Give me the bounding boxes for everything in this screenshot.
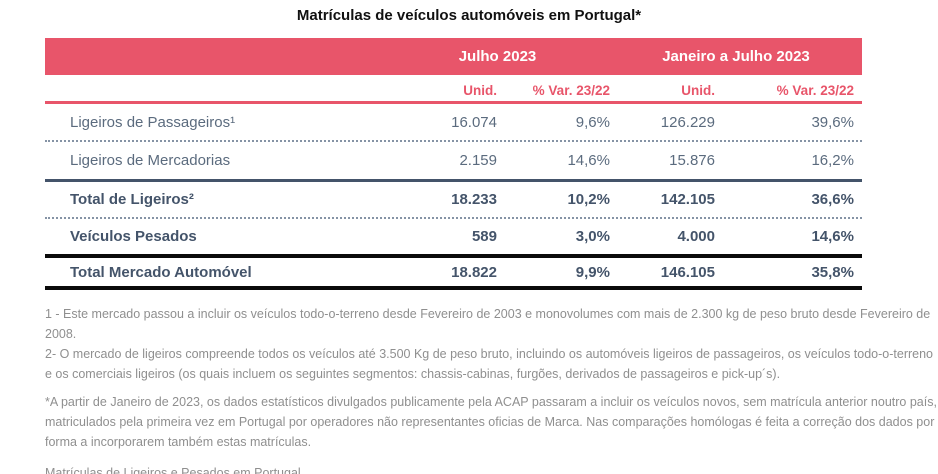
row-value: 16,2% [811, 152, 854, 169]
subheader-unid-julho: Unid. [463, 82, 497, 98]
row-label: Total de Ligeiros² [70, 191, 194, 208]
row-value: 9,9% [575, 263, 610, 281]
registrations-table: Julho 2023 Janeiro a Julho 2023 Unid. % … [45, 38, 862, 290]
row-value: 589 [471, 228, 497, 245]
header-band-spacer [45, 38, 385, 75]
row-value: 9,6% [575, 113, 610, 131]
footnote-1: 1 - Este mercado passou a incluir os veí… [45, 307, 931, 341]
row-value: 18.233 [451, 191, 497, 208]
subheader-var-julho: % Var. 23/22 [532, 82, 610, 98]
row-value: 39,6% [811, 113, 854, 131]
row-value: 126.229 [660, 113, 715, 131]
table-subheader-row: Unid. % Var. 23/22 Unid. % Var. 23/22 [45, 75, 862, 104]
row-value: 16.074 [451, 113, 497, 131]
row-value: 3,0% [575, 228, 610, 245]
subheader-var-jan-julho: % Var. 23/22 [776, 82, 854, 98]
column-group-julho-2023: Julho 2023 [458, 48, 537, 65]
footnotes-block: 1 - Este mercado passou a incluir os veí… [45, 304, 938, 474]
footnote-subject: Matrículas de Ligeiros e Pesados em Port… [45, 466, 301, 474]
table-row: Total de Ligeiros² 18.233 10,2% 142.105 36,6… [45, 182, 862, 219]
subheader-unid-jan-julho: Unid. [681, 82, 715, 98]
row-label: Total Mercado Automóvel [70, 263, 252, 281]
table-row: Ligeiros de Mercadorias 2.159 14,6% 15.876 1… [45, 142, 862, 182]
row-label: Ligeiros de Mercadorias [70, 152, 231, 169]
row-value: 2.159 [459, 152, 497, 169]
row-value: 142.105 [660, 191, 715, 208]
row-label: Veículos Pesados [70, 228, 197, 245]
row-value: 14,6% [567, 152, 610, 169]
row-value: 36,6% [811, 191, 854, 208]
row-value: 146.105 [660, 263, 715, 281]
column-group-janeiro-a-julho-2023: Janeiro a Julho 2023 [662, 48, 810, 65]
row-label: Ligeiros de Passageiros¹ [70, 113, 236, 131]
table-body: Ligeiros de Passageiros¹ 16.074 9,6% 126.22… [45, 104, 862, 290]
table-row: Veículos Pesados 589 3,0% 4.000 14,6% [45, 219, 862, 258]
row-value: 15.876 [669, 152, 715, 169]
table-row: Total Mercado Automóvel 18.822 9,9% 146.105… [45, 258, 862, 290]
table-header-band: Julho 2023 Janeiro a Julho 2023 [45, 38, 862, 75]
row-value: 18.822 [451, 263, 497, 281]
table-row: Ligeiros de Passageiros¹ 16.074 9,6% 126.22… [45, 104, 862, 142]
row-value: 10,2% [567, 191, 610, 208]
row-value: 4.000 [677, 228, 715, 245]
row-value: 35,8% [811, 263, 854, 281]
row-value: 14,6% [811, 228, 854, 245]
footnote-asterisk: *A partir de Janeiro de 2023, os dados e… [45, 395, 937, 449]
footnote-2: 2- O mercado de ligeiros compreende todo… [45, 347, 934, 381]
page-title: Matrículas de veículos automóveis em Por… [296, 7, 642, 24]
